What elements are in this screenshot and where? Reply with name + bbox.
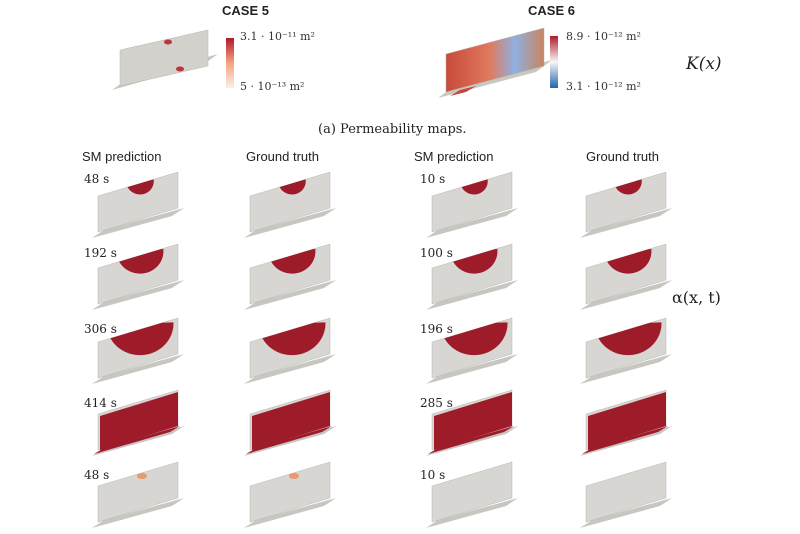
time-label: 285 s xyxy=(420,396,453,410)
saturation-front xyxy=(588,392,666,450)
beam-render-case5-ground-truth-row-5 xyxy=(244,461,336,528)
case5-colorbar xyxy=(226,38,234,88)
beam-render-case5-prediction-row-1 xyxy=(92,171,184,238)
saturation-front xyxy=(252,392,330,450)
beam-render-case6-prediction-row-1 xyxy=(426,171,518,238)
beam-render-case6-ground-truth-row-1 xyxy=(580,171,672,238)
permeability-caption: (a) Permeability maps. xyxy=(318,122,467,137)
saturation-front-flange xyxy=(246,426,332,454)
saturation-front-flange xyxy=(428,426,514,454)
saturation-front xyxy=(614,177,642,195)
saturation-front-flange xyxy=(94,426,180,454)
saturation-front xyxy=(278,177,306,195)
time-label: 48 s xyxy=(84,468,110,482)
beam-render-case5-ground-truth-row-1 xyxy=(244,171,336,238)
beam-render-case6-prediction-row-5 xyxy=(426,461,518,528)
case5-colorbar-max: 3.1 · 10⁻¹¹ m² xyxy=(240,30,315,43)
beam-render-case5-ground-truth-row-2 xyxy=(244,243,336,310)
beam-render-case6-prediction-row-4 xyxy=(426,389,518,456)
beam-render-case5-prediction-row-5 xyxy=(92,461,184,528)
time-label: 196 s xyxy=(420,322,453,336)
permeability-symbol-label: K(x) xyxy=(686,54,722,74)
case5-permeability-map xyxy=(112,29,218,90)
beam-render-case5-prediction-row-3 xyxy=(92,317,184,384)
col-header-case6-ground-truth: Ground truth xyxy=(586,149,659,164)
time-label: 192 s xyxy=(84,246,117,260)
beam-render-case6-ground-truth-row-4 xyxy=(580,389,672,456)
time-label: 10 s xyxy=(420,172,446,186)
beam-render-case5-ground-truth-row-4 xyxy=(244,389,336,456)
time-label: 10 s xyxy=(420,468,446,482)
beam-render-case6-ground-truth-row-3 xyxy=(580,317,672,384)
beam-render-case5-prediction-row-2 xyxy=(92,243,184,310)
col-header-case5-prediction: SM prediction xyxy=(82,149,162,164)
beam-render-case5-prediction-row-4 xyxy=(92,389,184,456)
time-label: 306 s xyxy=(84,322,117,336)
case6-permeability-map xyxy=(438,27,552,98)
case6-title: CASE 6 xyxy=(528,3,575,18)
saturation-front xyxy=(460,177,488,195)
case5-title: CASE 5 xyxy=(222,3,269,18)
beam-render-case6-ground-truth-row-5 xyxy=(580,461,672,528)
col-header-case5-ground-truth: Ground truth xyxy=(246,149,319,164)
saturation-spot xyxy=(137,473,147,479)
col-header-case6-prediction: SM prediction xyxy=(414,149,494,164)
saturation-front xyxy=(126,177,154,195)
beam-render-case5-ground-truth-row-3 xyxy=(244,317,336,384)
beam-render-case6-ground-truth-row-2 xyxy=(580,243,672,310)
saturation-spot xyxy=(289,473,299,479)
time-label: 100 s xyxy=(420,246,453,260)
time-label: 48 s xyxy=(84,172,110,186)
case5-colorbar-min: 5 · 10⁻¹³ m² xyxy=(240,80,305,93)
saturation-symbol-label: α(x, t) xyxy=(672,288,721,307)
case6-colorbar-min: 3.1 · 10⁻¹² m² xyxy=(566,80,641,93)
saturation-front xyxy=(100,392,178,450)
time-label: 414 s xyxy=(84,396,117,410)
case6-colorbar xyxy=(550,36,558,88)
beam-render-case6-prediction-row-3 xyxy=(426,317,518,384)
saturation-front xyxy=(434,392,512,450)
case6-colorbar-max: 8.9 · 10⁻¹² m² xyxy=(566,30,641,43)
saturation-front-flange xyxy=(582,426,668,454)
beam-render-case6-prediction-row-2 xyxy=(426,243,518,310)
